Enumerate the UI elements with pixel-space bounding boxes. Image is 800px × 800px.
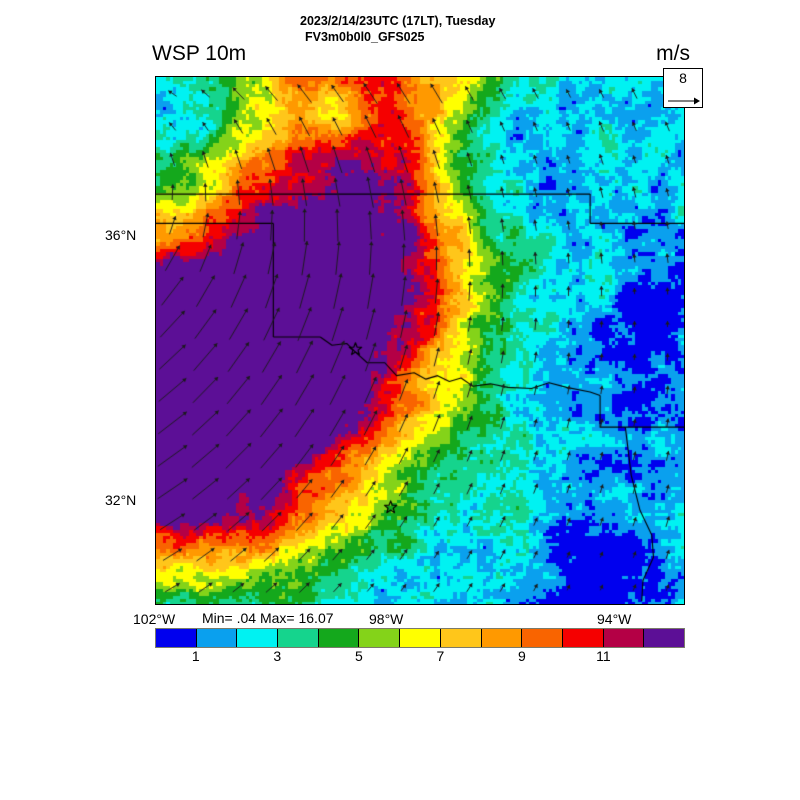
page-title: WSP 10m: [152, 42, 247, 65]
wind-speed-map: [155, 76, 685, 605]
colorbar-segment-2: [237, 629, 279, 647]
colorbar-tick-1: 1: [191, 648, 200, 664]
lat-label-36n: 36°N: [105, 227, 137, 243]
colorbar-segment-10: [562, 629, 604, 647]
colorbar-segment-7: [440, 629, 482, 647]
colorbar-segment-6: [400, 629, 441, 647]
units-label: m/s: [656, 42, 690, 65]
colorbar-segment-5: [359, 629, 401, 647]
colorbar-segment-3: [278, 629, 319, 647]
lon-label-102w: 102°W: [133, 611, 176, 627]
lon-label-94w: 94°W: [597, 611, 632, 627]
colorbar-tick-3: 3: [273, 648, 282, 664]
colorbar-segment-12: [644, 629, 684, 647]
title-date-line: 2023/2/14/23UTC (17LT), Tuesday: [300, 14, 496, 28]
colorbar-segment-8: [481, 629, 523, 647]
lon-label-98w: 98°W: [369, 611, 404, 627]
colorbar: [155, 628, 685, 648]
colorbar-segment-9: [522, 629, 563, 647]
vector-reference-value: 8: [679, 70, 687, 86]
colorbar-tick-5: 5: [354, 648, 363, 664]
colorbar-segment-4: [318, 629, 360, 647]
lat-label-32n: 32°N: [105, 492, 137, 508]
vector-reference-key: 8: [663, 68, 703, 108]
colorbar-tick-9: 9: [518, 648, 526, 664]
colorbar-segment-1: [196, 629, 238, 647]
colorbar-segment-11: [603, 629, 645, 647]
colorbar-tick-7: 7: [436, 648, 445, 664]
colorbar-tick-11: 11: [596, 648, 611, 664]
wind-speed-raster: [156, 77, 684, 604]
colorbar-tick-labels: 1 3 5 7 9 11: [155, 648, 685, 668]
arrow-right-icon: [668, 97, 700, 105]
title-model-line: FV3m0b0l0_GFS025: [305, 30, 425, 44]
min-max-statistics: Min= .04 Max= 16.07: [202, 610, 334, 626]
colorbar-segment-0: [156, 629, 197, 647]
